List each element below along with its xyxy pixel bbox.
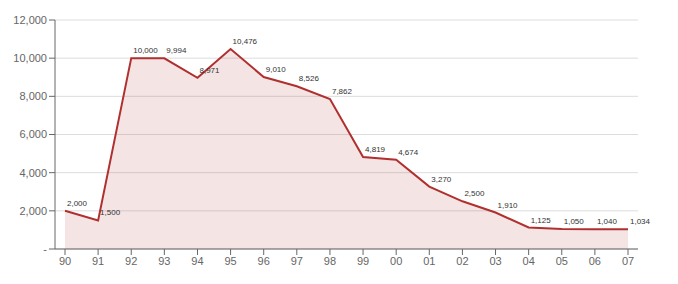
svg-text:12,000: 12,000 — [13, 14, 47, 26]
svg-text:4,819: 4,819 — [365, 145, 386, 154]
svg-text:4,000: 4,000 — [19, 167, 47, 179]
svg-text:1,034: 1,034 — [630, 217, 651, 226]
svg-text:9,010: 9,010 — [266, 65, 287, 74]
svg-text:99: 99 — [357, 255, 369, 267]
svg-text:90: 90 — [59, 255, 71, 267]
svg-text:6,000: 6,000 — [19, 128, 47, 140]
svg-text:92: 92 — [125, 255, 137, 267]
svg-text:10,000: 10,000 — [13, 52, 47, 64]
svg-text:9,994: 9,994 — [166, 46, 187, 55]
svg-text:00: 00 — [390, 255, 402, 267]
svg-text:1,125: 1,125 — [531, 216, 552, 225]
svg-text:8,000: 8,000 — [19, 90, 47, 102]
svg-text:1,050: 1,050 — [564, 217, 585, 226]
svg-text:98: 98 — [324, 255, 336, 267]
svg-text:2,000: 2,000 — [19, 205, 47, 217]
svg-text:06: 06 — [589, 255, 601, 267]
svg-text:93: 93 — [158, 255, 170, 267]
svg-text:95: 95 — [224, 255, 236, 267]
svg-text:-: - — [43, 243, 47, 255]
svg-text:10,000: 10,000 — [133, 46, 158, 55]
svg-text:2,500: 2,500 — [464, 189, 485, 198]
svg-text:4,674: 4,674 — [398, 148, 419, 157]
svg-text:07: 07 — [622, 255, 634, 267]
svg-text:1,500: 1,500 — [100, 208, 121, 217]
svg-text:8,971: 8,971 — [199, 66, 220, 75]
svg-text:7,862: 7,862 — [332, 87, 353, 96]
svg-text:03: 03 — [489, 255, 501, 267]
svg-text:96: 96 — [258, 255, 270, 267]
svg-text:01: 01 — [423, 255, 435, 267]
svg-text:3,270: 3,270 — [431, 175, 452, 184]
svg-text:2,000: 2,000 — [67, 199, 88, 208]
svg-text:94: 94 — [191, 255, 203, 267]
svg-text:1,040: 1,040 — [597, 217, 618, 226]
svg-text:05: 05 — [556, 255, 568, 267]
svg-text:1,910: 1,910 — [498, 201, 519, 210]
svg-text:91: 91 — [92, 255, 104, 267]
svg-text:02: 02 — [456, 255, 468, 267]
svg-text:04: 04 — [523, 255, 535, 267]
svg-text:97: 97 — [291, 255, 303, 267]
svg-text:10,476: 10,476 — [233, 37, 258, 46]
svg-text:8,526: 8,526 — [299, 74, 320, 83]
